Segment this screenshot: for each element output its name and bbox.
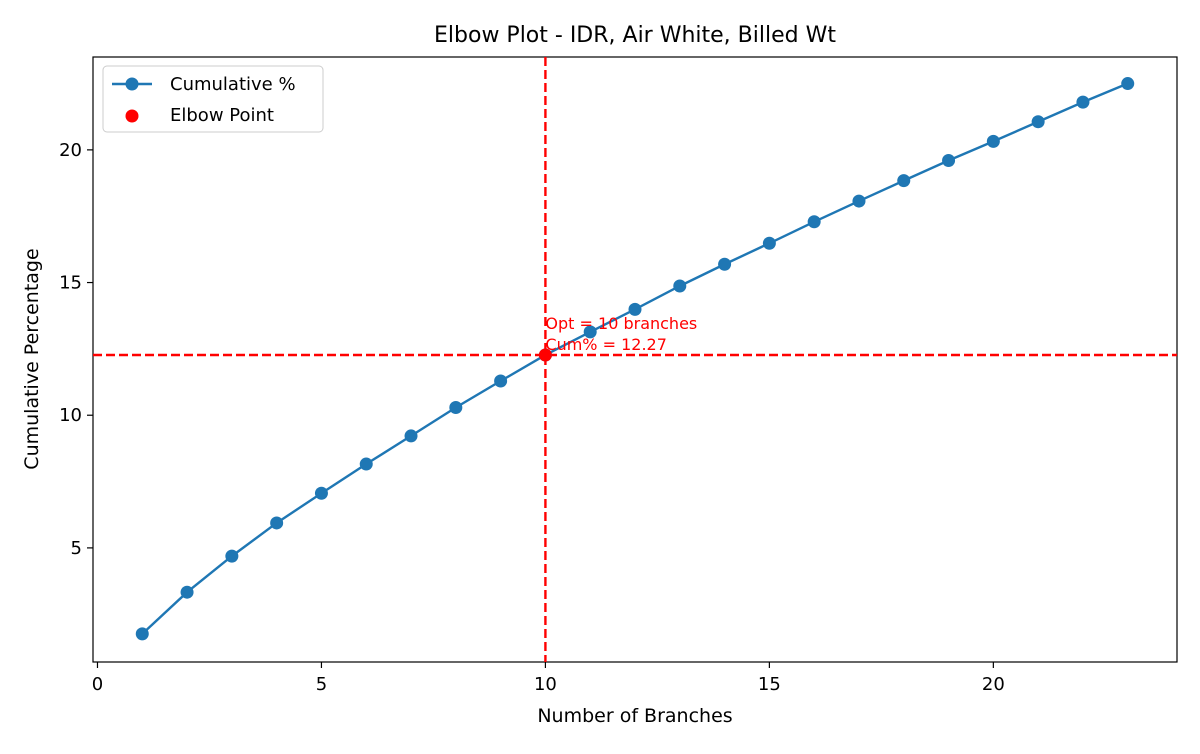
y-axis-label: Cumulative Percentage xyxy=(21,248,43,469)
y-tick-label: 5 xyxy=(71,538,82,559)
legend: Cumulative % Elbow Point xyxy=(102,65,324,133)
legend-label-elbow: Elbow Point xyxy=(170,105,274,126)
data-point xyxy=(1031,115,1045,129)
data-point xyxy=(270,516,284,530)
series-line-cumulative xyxy=(141,82,1129,635)
x-tick-label: 0 xyxy=(92,674,103,695)
chart-title: Elbow Plot - IDR, Air White, Billed Wt xyxy=(434,23,836,48)
data-point xyxy=(897,174,911,188)
data-point xyxy=(942,153,956,167)
x-tick-label: 10 xyxy=(534,674,557,695)
data-point xyxy=(135,627,149,641)
data-point xyxy=(628,302,642,316)
x-tick-label: 20 xyxy=(982,674,1005,695)
x-tick-label: 15 xyxy=(758,674,781,695)
elbow-point xyxy=(538,348,552,362)
data-point xyxy=(583,325,597,339)
x-tick-label: 5 xyxy=(316,674,327,695)
legend-box xyxy=(102,65,324,133)
y-tick-label: 10 xyxy=(59,405,82,426)
data-point xyxy=(852,194,866,208)
data-point xyxy=(494,374,508,388)
data-point xyxy=(986,134,1000,148)
data-point xyxy=(404,429,418,443)
y-tick-label: 20 xyxy=(59,140,82,161)
data-point xyxy=(449,401,463,415)
data-point xyxy=(359,457,373,471)
legend-elbow-swatch xyxy=(125,109,139,123)
data-point xyxy=(225,549,239,563)
legend-label-cumulative: Cumulative % xyxy=(170,74,296,95)
plot-frame xyxy=(92,56,1178,663)
y-tick-label: 15 xyxy=(59,273,82,294)
legend-marker-swatch xyxy=(125,77,139,91)
data-point xyxy=(1076,95,1090,109)
data-point xyxy=(762,236,776,250)
data-point xyxy=(1121,77,1135,91)
elbow-annotation-line-2: Cum% = 12.27 xyxy=(545,335,666,354)
data-point xyxy=(314,486,328,500)
data-point xyxy=(180,585,194,599)
data-point xyxy=(807,215,821,229)
x-axis-label: Number of Branches xyxy=(537,705,732,727)
data-point xyxy=(673,279,687,293)
data-point xyxy=(718,257,732,271)
elbow-annotation-line-1: Opt = 10 branches xyxy=(545,314,697,333)
